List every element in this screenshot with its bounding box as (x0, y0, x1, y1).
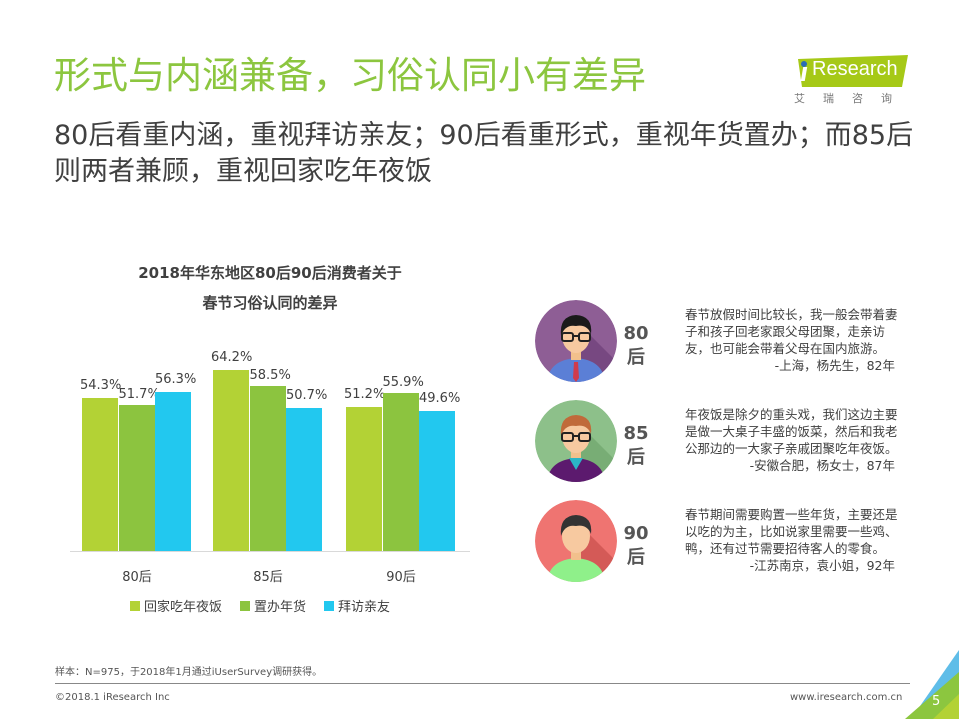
quote-body: 春节放假时间比较长，我一般会带着妻子和孩子回老家跟父母团聚，走亲访友，也可能会带… (685, 307, 898, 356)
generation-label: 80 后 (621, 322, 651, 370)
iresearch-logo: Research 艾瑞咨询 (790, 53, 908, 107)
legend-swatch-icon (240, 600, 251, 611)
quote-source: -安徽合肥，杨女士，87年 (749, 458, 895, 473)
bar-80后-置办年货 (118, 405, 155, 552)
quote-text: 春节放假时间比较长，我一般会带着妻子和孩子回老家跟父母团聚，走亲访友，也可能会带… (685, 306, 900, 374)
generation-suffix: 后 (627, 547, 645, 568)
quote-source: -江苏南京，袁小姐，92年 (749, 558, 895, 573)
bar-value-label: 50.7% (286, 388, 328, 403)
x-tick-label: 90后 (386, 570, 416, 585)
legend-item: 置办年货 (240, 596, 306, 615)
quote-text: 春节期间需要购置一些年货，主要还是以吃的为主，比如说家里需要一些鸡、鸭，还有过节… (685, 506, 900, 574)
page-number: 5 (932, 694, 941, 709)
sample-note: 样本：N=975，于2018年1月通过iUserSurvey调研获得。 (55, 667, 323, 678)
generation-suffix: 后 (627, 447, 645, 468)
quote-source: -上海，杨先生，82年 (774, 358, 895, 373)
website-link[interactable]: www.iresearch.com.cn (790, 692, 903, 703)
avatar-80 (535, 300, 617, 382)
quote-row-90: 90 后 春节期间需要购置一些年货，主要还是以吃的为主，比如说家里需要一些鸡、鸭… (535, 500, 915, 590)
generation-number: 80 (623, 323, 649, 344)
generation-label: 85 后 (621, 422, 651, 470)
footer-divider (55, 683, 910, 684)
bar-value-label: 55.9% (382, 375, 424, 391)
legend-label: 回家吃年夜饭 (144, 600, 223, 615)
x-tick-label: 85后 (253, 570, 283, 585)
bar-value-label: 49.6% (419, 391, 461, 407)
quote-text: 年夜饭是除夕的重头戏，我们这边主要是做一大桌子丰盛的饭菜，然后和我老公那边的一大… (685, 406, 900, 474)
chart-title-line-1: 2018年华东地区80后90后消费者关于 (138, 264, 402, 282)
quote-row-80: 80 后 春节放假时间比较长，我一般会带着妻子和孩子回老家跟父母团聚，走亲访友，… (535, 300, 915, 390)
quote-body: 年夜饭是除夕的重头戏，我们这边主要是做一大桌子丰盛的饭菜，然后和我老公那边的一大… (685, 407, 898, 456)
generation-number: 90 (623, 523, 649, 544)
bar-chart-plot: 54.3% 51.7% 56.3% 64.2% 58.5% 50.7% 51.2% 55.9%… (70, 340, 470, 552)
logo-badge-icon (798, 55, 908, 87)
legend-item: 回家吃年夜饭 (130, 596, 222, 615)
bar-90后-置办年货 (382, 393, 419, 552)
bar-value-label: 56.3% (155, 372, 197, 388)
legend-swatch-icon (130, 600, 140, 611)
bar-value-label: 54.3% (80, 377, 122, 393)
chart-title: 2018年华东地区80后90后消费者关于 春节习俗认同的差异 (60, 258, 480, 318)
bar-value-label: 58.5% (249, 367, 291, 383)
chart-legend: 回家吃年夜饭 置办年货 拜访亲友 (130, 596, 390, 615)
generation-number: 85 (623, 423, 649, 444)
chart-baseline (70, 551, 470, 552)
avatar-90 (535, 500, 617, 582)
bar-80后-回家吃年夜饭 (82, 397, 118, 552)
legend-label: 拜访亲友 (338, 600, 391, 615)
copyright-text: ©2018.1 iResearch Inc (55, 692, 170, 703)
person-avatar-icon (535, 300, 617, 382)
logo-dot-icon (801, 61, 807, 67)
corner-decoration-icon (905, 650, 959, 719)
avatar-85 (535, 400, 617, 482)
logo-text: Research (812, 58, 898, 80)
logo-chinese-text: 艾瑞咨询 (794, 92, 910, 105)
person-avatar-icon (535, 500, 617, 582)
legend-swatch-icon (324, 600, 335, 611)
quote-body: 春节期间需要购置一些年货，主要还是以吃的为主，比如说家里需要一些鸡、鸭，还有过节… (685, 507, 898, 556)
bar-value-label: 64.2% (211, 349, 253, 365)
bar-85后-置办年货 (249, 385, 286, 552)
generation-label: 90 后 (621, 522, 651, 570)
bar-90后-回家吃年夜饭 (346, 406, 382, 552)
bar-90后-拜访亲友 (419, 411, 455, 552)
bar-value-label: 51.2% (344, 386, 386, 402)
quote-row-85: 85 后 年夜饭是除夕的重头戏，我们这边主要是做一大桌子丰盛的饭菜，然后和我老公… (535, 400, 915, 490)
bar-85后-回家吃年夜饭 (213, 369, 249, 552)
bar-80后-拜访亲友 (155, 392, 191, 552)
legend-label: 置办年货 (254, 600, 307, 615)
x-tick-label: 80后 (122, 570, 152, 585)
bar-85后-拜访亲友 (286, 408, 322, 552)
page-title: 形式与内涵兼备，习俗认同小有差异 (54, 54, 646, 97)
bar-value-label: 51.7% (118, 387, 160, 403)
chart-title-line-2: 春节习俗认同的差异 (202, 294, 338, 312)
person-avatar-icon (535, 400, 617, 482)
page-subtitle: 80后看重内涵，重视拜访亲友；90后看重形式，重视年货置办；而85后则两者兼顾，… (54, 120, 914, 187)
legend-item: 拜访亲友 (324, 596, 390, 615)
generation-suffix: 后 (627, 347, 645, 368)
